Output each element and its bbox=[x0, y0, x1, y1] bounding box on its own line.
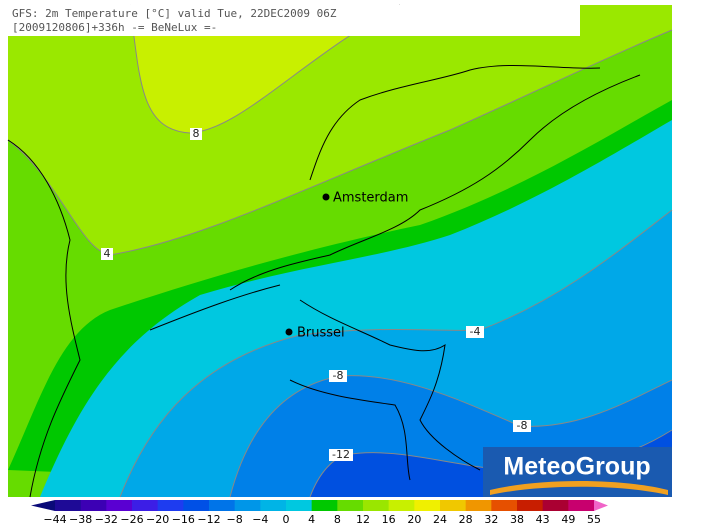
logo: MeteoGroup bbox=[483, 447, 672, 497]
colorbar-segment bbox=[286, 500, 313, 511]
colorbar-segment bbox=[80, 500, 107, 511]
colorbar-arrow bbox=[31, 500, 55, 511]
colorbar-segment bbox=[542, 500, 569, 511]
city-dot bbox=[285, 328, 293, 336]
colorbar-label: 4 bbox=[308, 513, 315, 525]
colorbar-label: 43 bbox=[536, 513, 550, 525]
coastline-border bbox=[7, 64, 641, 498]
isotherm bbox=[229, 375, 673, 498]
colorbar-label: 16 bbox=[382, 513, 396, 525]
colorbar-label: 0 bbox=[283, 513, 290, 525]
colorbar-label: 12 bbox=[356, 513, 370, 525]
colorbar-label: 8 bbox=[334, 513, 341, 525]
colorbar-label: −16 bbox=[172, 513, 195, 525]
contour-label: 8 bbox=[193, 127, 200, 140]
title: GFS: 2m Temperature [°C] valid Tue, 22DE… bbox=[12, 7, 337, 20]
contour-label: -12 bbox=[332, 448, 350, 461]
colorbar-label: 32 bbox=[484, 513, 498, 525]
contour-label-box bbox=[466, 326, 484, 338]
contour-label: -4 bbox=[470, 325, 481, 338]
isotherm bbox=[119, 209, 673, 498]
temperature-map: Amsterdam Brussel 8 4 -4 -8 -8 -12 bbox=[7, 4, 673, 498]
city-label: Brussel bbox=[297, 326, 345, 341]
colorbar-segment bbox=[491, 500, 518, 511]
colorbar-segment bbox=[414, 500, 441, 511]
contour-label-box bbox=[190, 128, 202, 140]
colorbar-segment bbox=[363, 500, 390, 511]
title-box bbox=[8, 5, 580, 36]
colorbar-segment bbox=[55, 500, 82, 511]
colorbar-segment bbox=[465, 500, 492, 511]
subtitle: [2009120806]+336h -= BeNeLux =- bbox=[12, 21, 217, 34]
colorbar-label: 55 bbox=[587, 513, 601, 525]
colorbar-segment bbox=[568, 500, 595, 511]
contour-labels: 8 4 -4 -8 -8 -12 bbox=[101, 127, 531, 461]
city-dot bbox=[322, 193, 330, 201]
colorbar-segment bbox=[388, 500, 415, 511]
city-label: Amsterdam bbox=[333, 191, 408, 206]
colorbar-label: −38 bbox=[69, 513, 92, 525]
logo-text: MeteoGroup bbox=[503, 453, 650, 481]
colorbar-segment bbox=[260, 500, 287, 511]
colorbar-arrow bbox=[594, 500, 608, 511]
colorbar-label: 38 bbox=[510, 513, 524, 525]
contour-label-box bbox=[101, 248, 113, 260]
colorbar-label: −8 bbox=[227, 513, 243, 525]
colorbar-segment bbox=[234, 500, 261, 511]
band-m8-m4 bbox=[120, 210, 672, 497]
colorbar-label: −12 bbox=[197, 513, 220, 525]
colorbar-label: 24 bbox=[433, 513, 447, 525]
colorbar: −44 −38 −32 −26 −20 −16 −12 −8 −4 0 4 8 12 16 20 24 28 32… bbox=[31, 500, 608, 525]
colorbar-segment bbox=[311, 500, 338, 511]
colorbar-segment bbox=[132, 500, 159, 511]
contour-label-box bbox=[513, 420, 531, 432]
logo-swoosh bbox=[490, 481, 668, 495]
contour-label: 4 bbox=[104, 247, 111, 260]
contour-label-box bbox=[329, 449, 353, 461]
colorbar-segment bbox=[337, 500, 364, 511]
contour-label: -8 bbox=[517, 419, 528, 432]
contour-label: -8 bbox=[333, 369, 344, 382]
colorbar-label: −32 bbox=[95, 513, 118, 525]
colorbar-label: −26 bbox=[120, 513, 143, 525]
band-8-12 bbox=[130, 5, 400, 133]
colorbar-label: 20 bbox=[407, 513, 421, 525]
colorbar-label: 28 bbox=[459, 513, 473, 525]
colorbar-segment bbox=[209, 500, 236, 511]
colorbar-segment bbox=[183, 500, 210, 511]
isotherm bbox=[7, 29, 673, 256]
colorbar-segment bbox=[106, 500, 133, 511]
colorbar-label: 49 bbox=[561, 513, 575, 525]
colorbar-label: −20 bbox=[146, 513, 169, 525]
colorbar-segment bbox=[157, 500, 184, 511]
colorbar-label: −4 bbox=[252, 513, 268, 525]
colorbar-segment bbox=[440, 500, 467, 511]
colorbar-segment bbox=[517, 500, 544, 511]
colorbar-label: −44 bbox=[43, 513, 66, 525]
contour-label-box bbox=[329, 370, 347, 382]
